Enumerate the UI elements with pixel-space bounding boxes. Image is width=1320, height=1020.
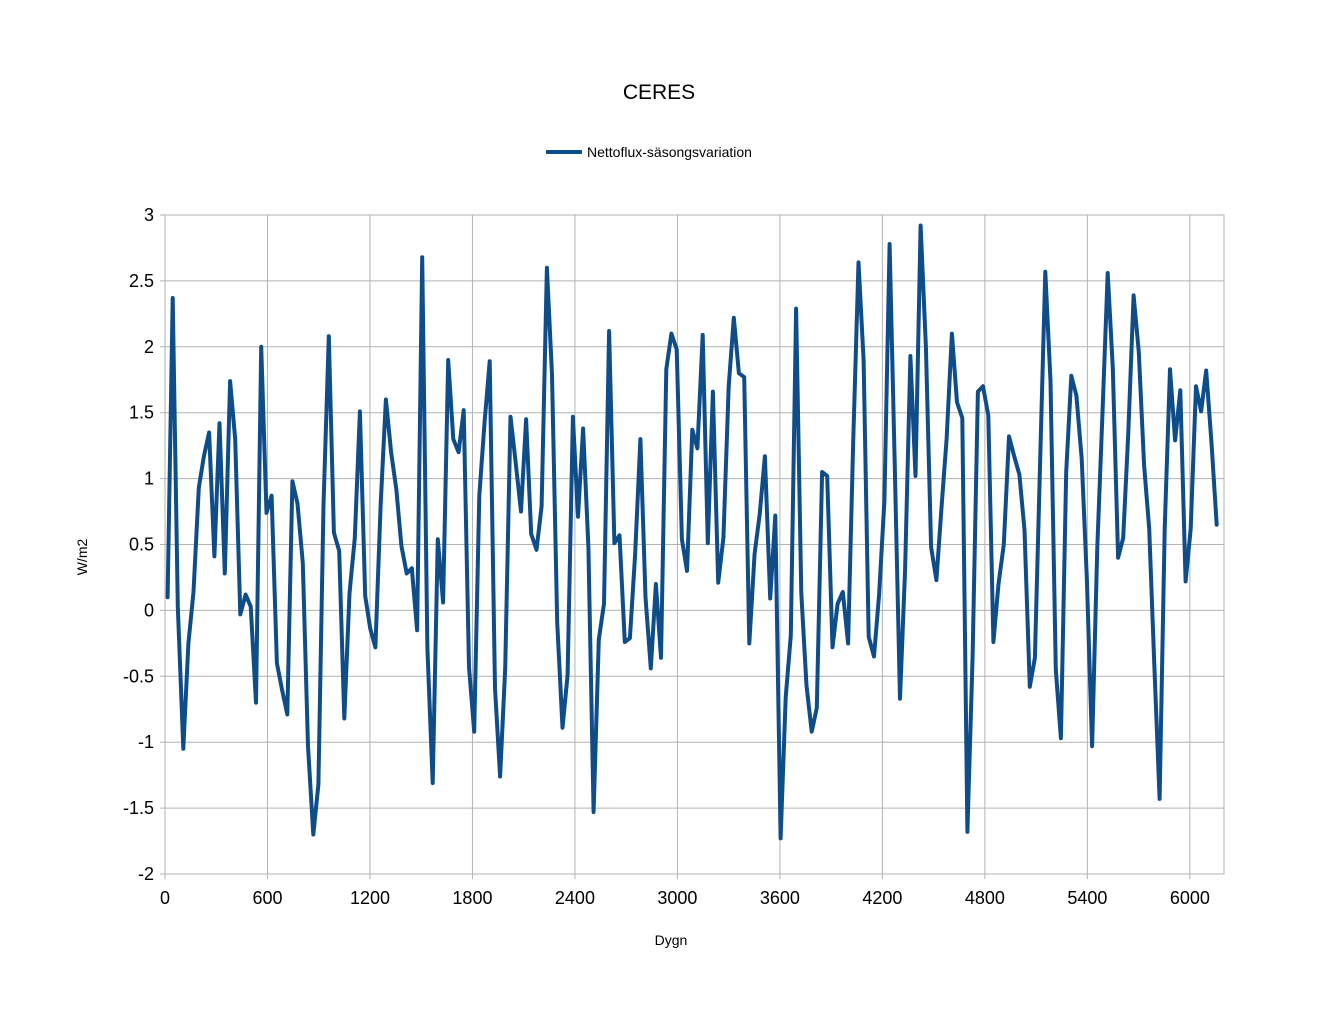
y-tick-label: -0.5 [123,666,154,686]
chart-title: CERES [623,81,695,104]
y-tick-label: -2 [138,864,154,884]
x-tick-label: 1200 [350,888,390,908]
y-axis-title: W/m2 [74,539,90,576]
plot-area-border [164,214,1225,875]
x-tick-label: 5400 [1067,888,1107,908]
x-tick-label: 3000 [657,888,697,908]
y-tick-label: 2.5 [129,271,154,291]
legend: Nettoflux-säsongsvariation [546,144,752,160]
x-tick-label: 0 [160,888,170,908]
x-tick-label: 3600 [760,888,800,908]
y-tick-label: 1.5 [129,403,154,423]
x-tick-label: 6000 [1170,888,1210,908]
legend-label: Nettoflux-säsongsvariation [587,144,752,160]
series-layer [165,223,1219,841]
x-tick-label: 600 [252,888,282,908]
y-tick-label: 0.5 [129,535,154,555]
y-tick-label: 0 [144,600,154,620]
grid [160,214,1225,879]
y-tick-label: 2 [144,337,154,357]
y-tick-label: 3 [144,205,154,225]
x-axis-title: Dygn [655,932,688,948]
y-tick-label: -1.5 [123,798,154,818]
y-tick-label: 1 [144,469,154,489]
series-line [165,223,1219,841]
x-tick-label: 1800 [452,888,492,908]
y-tick-label: -1 [138,732,154,752]
x-tick-label: 4200 [862,888,902,908]
axes: 3 2.5 2 1.5 1 0.5 0 -0.5 -1 -1.5 -2 0 600 1200 1800 240… [123,205,1210,908]
x-tick-label: 2400 [555,888,595,908]
x-tick-label: 4800 [965,888,1005,908]
